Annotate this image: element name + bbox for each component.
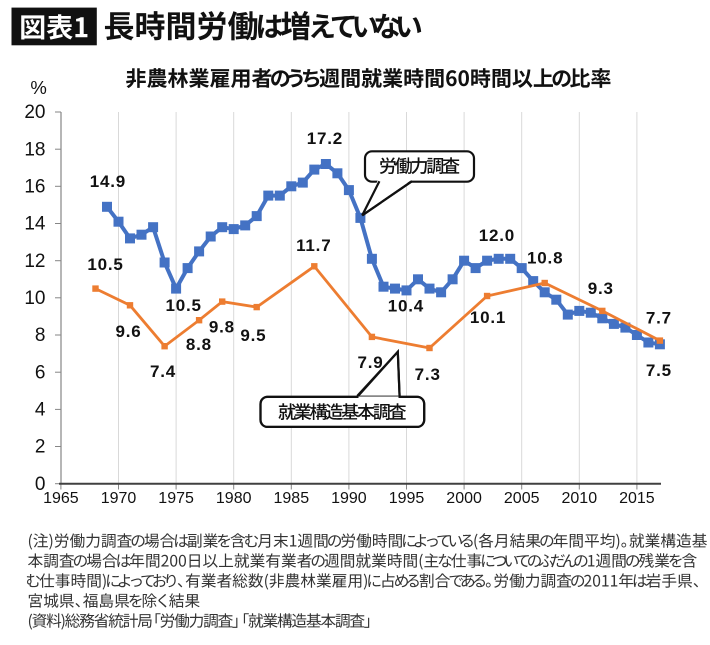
svg-text:2000: 2000 xyxy=(446,490,482,507)
svg-text:11.7: 11.7 xyxy=(296,236,331,255)
svg-text:7.4: 7.4 xyxy=(150,362,176,381)
svg-text:7.7: 7.7 xyxy=(646,308,672,327)
svg-text:1995: 1995 xyxy=(389,490,425,507)
svg-text:1990: 1990 xyxy=(331,490,367,507)
svg-text:1970: 1970 xyxy=(101,490,137,507)
svg-text:12: 12 xyxy=(24,251,45,272)
svg-text:10.5: 10.5 xyxy=(87,255,123,274)
svg-text:9.3: 9.3 xyxy=(588,279,614,298)
svg-text:0: 0 xyxy=(35,474,46,495)
svg-text:4: 4 xyxy=(35,400,46,421)
svg-text:1985: 1985 xyxy=(274,490,310,507)
svg-text:10: 10 xyxy=(24,288,45,309)
svg-text:%: % xyxy=(30,77,46,98)
svg-text:17.2: 17.2 xyxy=(307,129,343,148)
svg-text:2015: 2015 xyxy=(619,490,655,507)
svg-text:2005: 2005 xyxy=(504,490,540,507)
svg-text:7.5: 7.5 xyxy=(646,361,672,380)
svg-text:18: 18 xyxy=(24,139,45,160)
svg-text:10.8: 10.8 xyxy=(527,248,563,267)
svg-text:8: 8 xyxy=(35,325,46,346)
svg-text:10.5: 10.5 xyxy=(165,296,201,315)
svg-text:1975: 1975 xyxy=(158,490,194,507)
svg-text:2010: 2010 xyxy=(562,490,598,507)
svg-text:10.4: 10.4 xyxy=(388,296,424,315)
svg-text:14: 14 xyxy=(24,214,46,235)
svg-text:16: 16 xyxy=(24,177,45,198)
svg-text:7.3: 7.3 xyxy=(415,365,441,384)
svg-text:20: 20 xyxy=(24,102,45,123)
svg-text:9.5: 9.5 xyxy=(240,326,266,345)
svg-text:6: 6 xyxy=(35,362,46,383)
svg-text:1965: 1965 xyxy=(43,490,79,507)
svg-text:14.9: 14.9 xyxy=(90,172,126,191)
svg-text:1980: 1980 xyxy=(216,490,252,507)
svg-text:12.0: 12.0 xyxy=(479,226,515,245)
svg-text:9.8: 9.8 xyxy=(209,317,235,336)
svg-text:10.1: 10.1 xyxy=(470,308,506,327)
svg-text:2: 2 xyxy=(35,437,46,458)
svg-text:7.9: 7.9 xyxy=(357,353,383,372)
svg-text:8.8: 8.8 xyxy=(186,335,212,354)
svg-text:9.6: 9.6 xyxy=(115,322,141,341)
